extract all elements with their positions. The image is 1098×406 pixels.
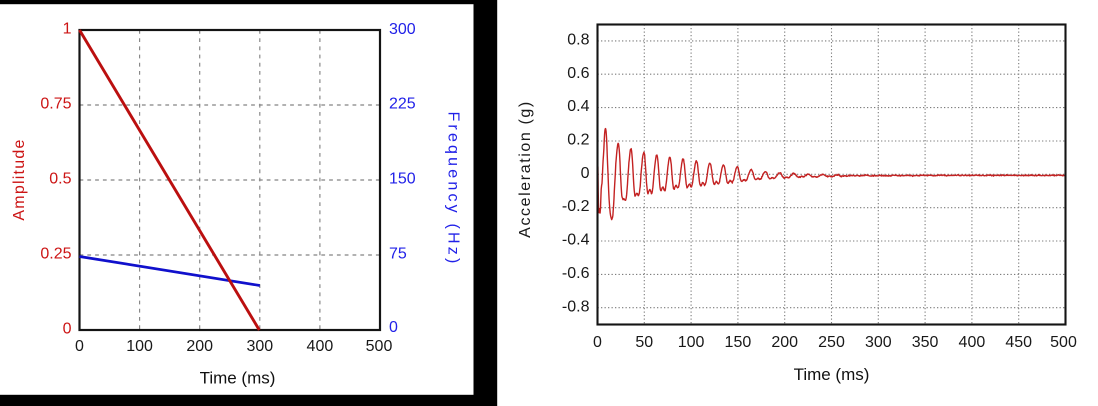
svg-text:500: 500	[1050, 334, 1077, 351]
svg-text:0.25: 0.25	[40, 245, 71, 262]
svg-text:350: 350	[912, 334, 939, 351]
svg-text:0.2: 0.2	[567, 132, 589, 149]
svg-text:250: 250	[818, 334, 845, 351]
svg-text:400: 400	[959, 334, 986, 351]
svg-text:Amplitude: Amplitude	[11, 138, 28, 220]
svg-text:300: 300	[246, 338, 273, 355]
svg-text:1: 1	[63, 20, 72, 37]
svg-text:200: 200	[771, 334, 798, 351]
svg-text:0.4: 0.4	[567, 98, 589, 115]
svg-text:-0.4: -0.4	[562, 232, 590, 249]
svg-text:0: 0	[75, 338, 84, 355]
svg-text:100: 100	[678, 334, 705, 351]
svg-text:0.6: 0.6	[567, 65, 589, 82]
svg-text:75: 75	[389, 245, 407, 262]
svg-text:300: 300	[865, 334, 892, 351]
svg-text:0.75: 0.75	[40, 95, 71, 112]
svg-text:0: 0	[63, 320, 72, 337]
svg-text:Time (ms): Time (ms)	[200, 369, 276, 388]
svg-text:-0.2: -0.2	[562, 198, 590, 215]
svg-text:300: 300	[389, 21, 416, 38]
svg-text:0.5: 0.5	[49, 170, 71, 187]
svg-text:0.8: 0.8	[567, 32, 589, 49]
svg-text:200: 200	[186, 338, 213, 355]
svg-text:50: 50	[635, 334, 653, 351]
svg-text:Time (ms): Time (ms)	[794, 365, 870, 384]
svg-text:150: 150	[725, 334, 752, 351]
svg-text:-0.8: -0.8	[562, 298, 590, 315]
svg-text:-0.6: -0.6	[562, 265, 590, 282]
svg-text:0: 0	[389, 319, 398, 336]
svg-text:Acceleration (g): Acceleration (g)	[517, 100, 534, 238]
svg-text:100: 100	[126, 338, 153, 355]
svg-text:150: 150	[389, 170, 416, 187]
svg-text:500: 500	[366, 338, 393, 355]
svg-text:400: 400	[307, 338, 334, 355]
svg-text:Frequency (Hz): Frequency (Hz)	[445, 111, 462, 266]
svg-text:225: 225	[389, 95, 416, 112]
svg-text:0: 0	[581, 165, 590, 182]
svg-text:0: 0	[593, 334, 602, 351]
svg-text:450: 450	[1005, 334, 1032, 351]
